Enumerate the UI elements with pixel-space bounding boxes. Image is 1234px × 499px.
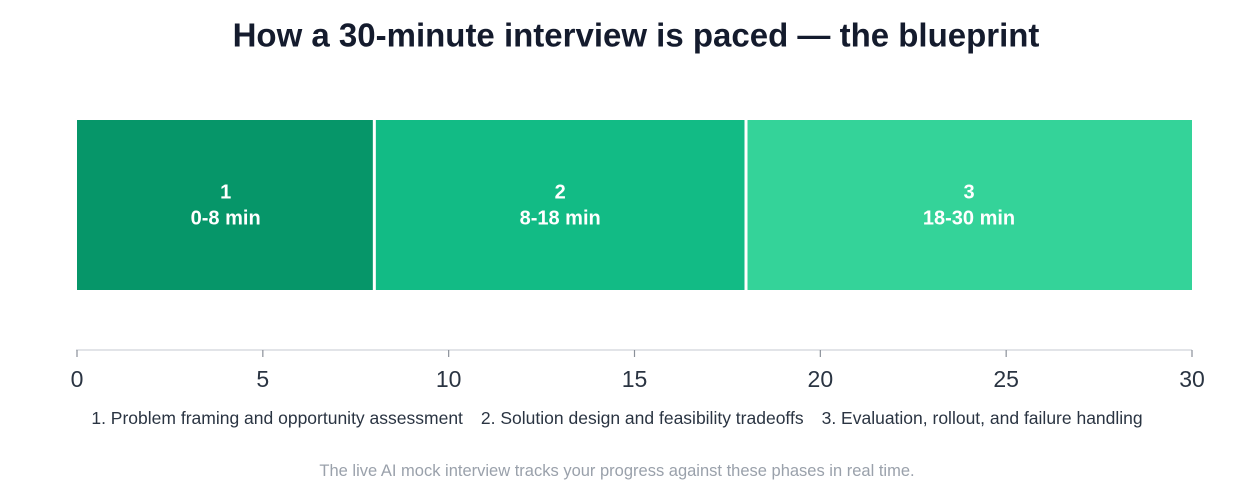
x-tick-label: 30 [1179, 366, 1205, 392]
segment [375, 120, 745, 290]
x-tick-label: 5 [256, 366, 269, 392]
segment-range: 18-30 min [923, 207, 1015, 229]
legend-entry: 1. Problem framing and opportunity asses… [91, 408, 463, 428]
x-tick-label: 10 [436, 366, 462, 392]
segment [747, 120, 1192, 290]
x-tick-label: 0 [71, 366, 84, 392]
x-tick-label: 20 [808, 366, 834, 392]
legend-entry: 3. Evaluation, rollout, and failure hand… [821, 408, 1143, 428]
footnote: The live AI mock interview tracks your p… [319, 462, 915, 480]
legend-entry: 2. Solution design and feasibility trade… [480, 408, 804, 428]
segment [77, 120, 373, 290]
segment-range: 0-8 min [191, 207, 261, 229]
segment-label: 2 [555, 181, 566, 203]
x-tick-label: 15 [622, 366, 648, 392]
segment-range: 8-18 min [520, 207, 601, 229]
x-tick-label: 25 [993, 366, 1019, 392]
segment-label: 3 [963, 181, 974, 203]
chart-title: How a 30-minute interview is paced — the… [233, 17, 1040, 54]
segment-label: 1 [220, 181, 231, 203]
legend: 1. Problem framing and opportunity asses… [0, 408, 1234, 429]
